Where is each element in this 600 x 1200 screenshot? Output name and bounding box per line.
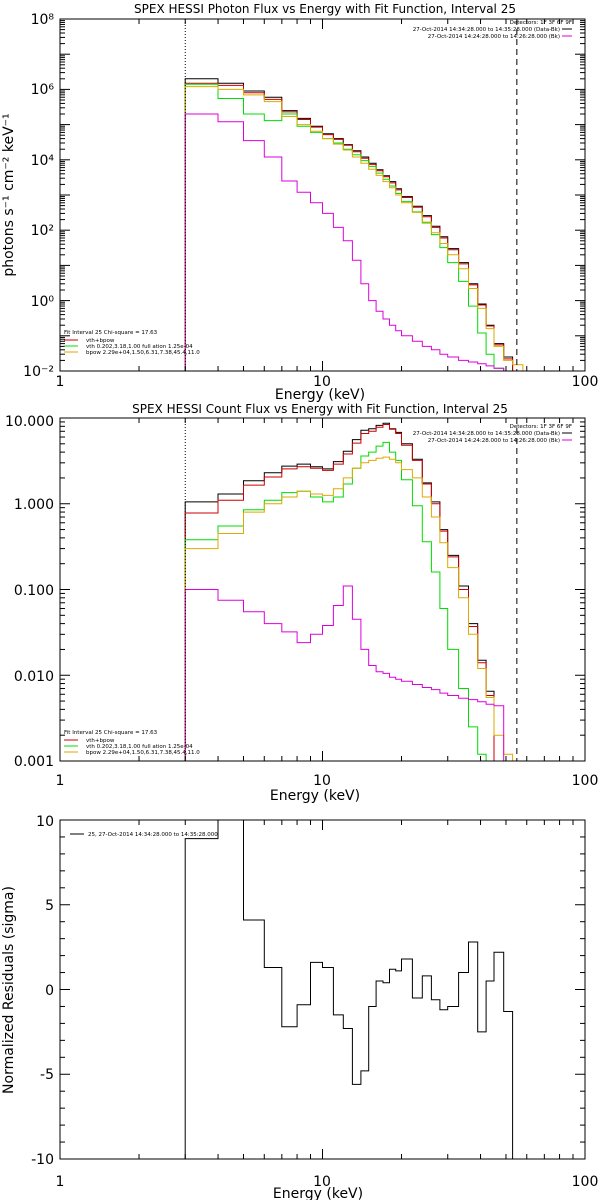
chart-title: SPEX HESSI Photon Flux vs Energy with Fi… (134, 2, 516, 16)
y-tick-label: 10.000 (5, 414, 54, 430)
y-axis-label: Normalized Residuals (sigma) (1, 886, 17, 1094)
photon-flux-panel: SPEX HESSI Photon Flux vs Energy with Fi… (1, 2, 599, 403)
series-line-background (184, 585, 505, 761)
series-line-data (184, 78, 514, 371)
series-line-background (184, 113, 505, 371)
y-tick-label: -10 (31, 1152, 54, 1168)
legend-label-bpow: bpow 2.29e+04,1.50,6.31,7.38,45.4,11.0 (86, 750, 200, 756)
header-data-interval: 27-Oct-2014 14:34:28.000 to 14:35:28.000… (413, 431, 560, 437)
detectors-label: Detectors: 1F 3F 6F 9F (510, 20, 572, 26)
x-axis-label: Energy (keV) (270, 788, 360, 804)
series-line-residuals (184, 820, 514, 1159)
x-tick-label: 100 (572, 773, 599, 789)
y-tick-label: 10² (31, 223, 54, 239)
series-line-vth-bpow (184, 424, 495, 761)
header-bk-interval: 27-Oct-2014 14:24:28.000 to 14:26:28.000… (428, 34, 560, 40)
header-data-interval: 27-Oct-2014 14:34:28.000 to 14:35:28.000… (413, 27, 560, 33)
legend-label-residuals: 25, 27-Oct-2014 14:34:28.000 to 14:35:28… (88, 832, 218, 838)
y-tick-label: 10⁴ (31, 153, 55, 169)
chart-title: SPEX HESSI Count Flux vs Energy with Fit… (132, 402, 508, 416)
y-tick-label: 10⁸ (31, 12, 55, 28)
series-line-bpow (184, 86, 524, 371)
y-tick-label: 0.100 (14, 583, 54, 599)
y-tick-label: 10⁶ (31, 82, 55, 98)
x-tick-label: 100 (572, 1174, 599, 1190)
y-tick-label: 10 (36, 814, 54, 830)
x-tick-label: 100 (572, 374, 599, 390)
y-tick-label: -5 (40, 1067, 54, 1083)
x-axis-label: Energy (keV) (273, 1186, 363, 1200)
count-flux-panel: SPEX HESSI Count Flux vs Energy with Fit… (5, 402, 598, 804)
legend-label-vth: vth 0.202,3.18,1.00 full ation 1.25e-04 (86, 744, 193, 750)
series-line-vth-bpow (184, 82, 514, 371)
x-tick-label: 10 (313, 773, 331, 789)
y-tick-label: 5 (45, 898, 54, 914)
series-line-vth (184, 441, 487, 761)
fit-interval-label: Fit Interval 25 Chi-square = 17.63 (64, 330, 158, 336)
x-axis-label: Energy (keV) (275, 387, 365, 403)
y-tick-label: 10⁰ (31, 294, 55, 310)
legend-label-total: vth+bpow (86, 738, 115, 744)
residuals-panel: 25, 27-Oct-2014 14:34:28.000 to 14:35:28… (1, 814, 598, 1200)
x-tick-label: 10 (313, 1174, 331, 1190)
x-tick-label: 1 (56, 773, 65, 789)
series-line-bpow (184, 456, 514, 761)
legend-label-bpow: bpow 2.29e+04,1.50,6.31,7.38,45.4,11.0 (86, 350, 200, 356)
y-tick-label: 0 (45, 983, 54, 999)
detectors-label: Detectors: 1F 3F 6F 9F (510, 424, 572, 430)
x-tick-label: 1 (56, 1174, 65, 1190)
header-bk-interval: 27-Oct-2014 14:24:28.000 to 14:26:28.000… (428, 438, 560, 444)
fit-interval-label: Fit Interval 25 Chi-square = 17.63 (64, 730, 158, 736)
legend-label-total: vth+bpow (86, 338, 115, 344)
y-tick-label: 10⁻² (23, 364, 54, 380)
y-tick-label: 0.001 (14, 754, 54, 770)
x-tick-label: 1 (56, 374, 65, 390)
y-tick-label: 0.010 (14, 669, 54, 685)
y-axis-label: photons s⁻¹ cm⁻² keV⁻¹ (1, 113, 17, 276)
y-tick-label: 1.000 (14, 497, 54, 513)
x-tick-label: 10 (313, 374, 331, 390)
series-line-data (184, 422, 495, 761)
legend-label-vth: vth 0.202,3.18,1.00 full ation 1.25e-04 (86, 344, 193, 350)
